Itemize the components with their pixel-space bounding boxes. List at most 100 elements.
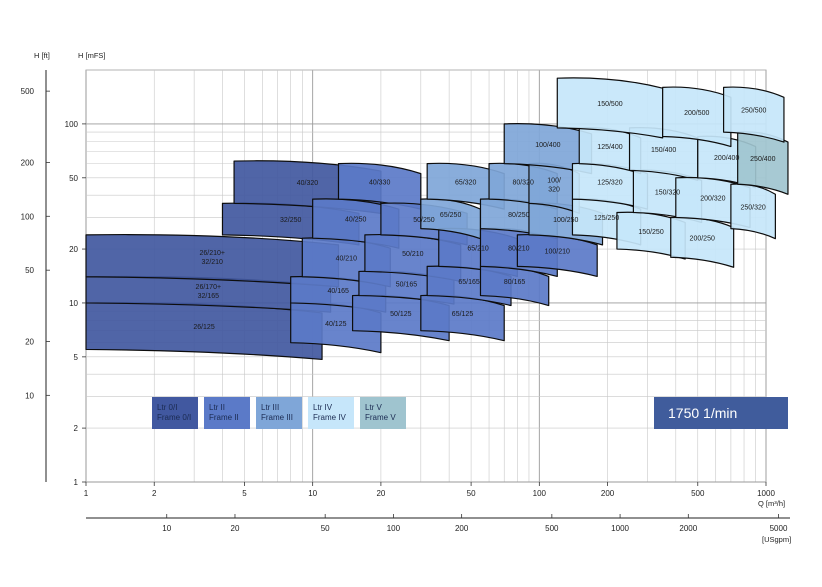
region-label: 250/320	[740, 204, 765, 211]
region-label: 200/500	[684, 110, 709, 117]
region-label: 150/250	[638, 229, 663, 236]
y2-tick-label: 20	[25, 337, 34, 346]
x2-tick-label: 2000	[679, 524, 697, 533]
legend-line1: Ltr III	[261, 403, 279, 412]
axes: 1 2 5 10 20 50 100 200 500 1000 10 20 50 100 200 500 100…	[21, 70, 790, 533]
region-label: 26/125	[193, 324, 215, 331]
region-label: 65/320	[455, 179, 477, 186]
legend: Ltr 0/I Frame 0/I Ltr II Frame II Ltr II…	[152, 397, 406, 429]
region-label: 80/250	[508, 212, 530, 219]
legend-line1: Ltr II	[209, 403, 225, 412]
region-250-500	[722, 86, 785, 143]
region-label: 32/250	[280, 217, 302, 224]
y-tick-label: 50	[69, 174, 78, 183]
region-label: 80/320	[512, 179, 534, 186]
y-axis-title: H [mFS]	[78, 51, 106, 60]
y-tick-label: 10	[69, 299, 78, 308]
legend-line1: Ltr V	[365, 403, 383, 412]
region-label: 40/165	[327, 288, 349, 295]
legend-item-frame-5: Ltr V Frame V	[360, 397, 406, 429]
x2-tick-label: 5000	[770, 524, 788, 533]
legend-line1: Ltr 0/I	[157, 403, 177, 412]
speed-label: 1750 1/min	[668, 405, 737, 421]
region-label: 65/210	[467, 246, 489, 253]
region-label: 50/125	[390, 311, 412, 318]
x2-tick-label: 100	[387, 524, 401, 533]
region-label: 65/250	[440, 212, 462, 219]
region-label: 125/320	[597, 179, 622, 186]
x2-axis-title: [USgpm]	[762, 535, 791, 544]
region-label: 50/250	[413, 217, 435, 224]
region-label: 40/330	[369, 179, 391, 186]
legend-line1: Ltr IV	[313, 403, 333, 412]
region-label: 50/210	[402, 251, 424, 258]
y2-tick-label: 200	[21, 158, 35, 167]
region-200-500	[662, 86, 732, 148]
y2-tick-label: 100	[21, 212, 35, 221]
x-tick-label: 2	[152, 489, 157, 498]
x-tick-label: 10	[308, 489, 317, 498]
region-label: 26/210+ 32/210	[199, 250, 225, 266]
region-label: 150/500	[597, 101, 622, 108]
region-label: 200/400	[714, 155, 739, 162]
region-label: 80/165	[504, 279, 526, 286]
legend-item-frame-2: Ltr II Frame II	[204, 397, 250, 429]
y2-tick-label: 10	[25, 391, 34, 400]
region-label: 50/165	[396, 281, 418, 288]
legend-item-frame-3: Ltr III Frame III	[256, 397, 302, 429]
region-label: 150/320	[655, 189, 680, 196]
x-tick-label: 1000	[757, 489, 775, 498]
x-tick-label: 200	[601, 489, 615, 498]
region-label: 40/320	[297, 180, 319, 187]
y2-tick-label: 500	[21, 87, 35, 96]
region-label: 100/210	[545, 249, 570, 256]
x2-tick-label: 10	[162, 524, 171, 533]
y-tick-label: 1	[74, 478, 79, 487]
region-label: 200/320	[700, 196, 725, 203]
region-label: 65/165	[458, 279, 480, 286]
y2-tick-label: 50	[25, 266, 34, 275]
region-150-500	[556, 77, 664, 139]
pump-regions: 26/125 26/170+ 32/165 26/210+ 32/210 32/250 40…	[85, 77, 789, 361]
legend-item-frame-0: Ltr 0/I Frame 0/I	[152, 397, 198, 429]
region-label: 100/250	[553, 217, 578, 224]
legend-line2: Frame II	[209, 413, 239, 422]
region-label: 250/500	[741, 108, 766, 115]
region-label: 100/320	[547, 177, 561, 193]
x2-tick-label: 200	[455, 524, 469, 533]
speed-badge: 1750 1/min	[654, 397, 788, 429]
region-label: 65/125	[452, 311, 474, 318]
region-label: 150/400	[651, 147, 676, 154]
x2-tick-label: 500	[545, 524, 559, 533]
region-label: 40/210	[336, 255, 358, 262]
region-label: 100/400	[535, 142, 560, 149]
legend-line2: Frame 0/I	[157, 413, 191, 422]
x-tick-label: 5	[242, 489, 247, 498]
legend-item-frame-4: Ltr IV Frame IV	[308, 397, 354, 429]
y-tick-label: 2	[74, 424, 79, 433]
legend-line2: Frame IV	[313, 413, 347, 422]
region-label: 80/210	[508, 246, 530, 253]
x-tick-label: 1	[84, 489, 89, 498]
legend-line2: Frame V	[365, 413, 396, 422]
legend-line2: Frame III	[261, 413, 293, 422]
x2-tick-label: 50	[321, 524, 330, 533]
y2-axis-title: H [ft]	[34, 51, 50, 60]
region-label: 40/125	[325, 321, 347, 328]
x-tick-label: 500	[691, 489, 705, 498]
x-tick-label: 20	[376, 489, 385, 498]
y-tick-label: 100	[65, 120, 79, 129]
region-label: 26/170+ 32/165	[196, 284, 222, 300]
x-axis-title: Q [m³/h]	[758, 499, 785, 508]
x-tick-label: 100	[533, 489, 547, 498]
x2-tick-label: 20	[231, 524, 240, 533]
region-label: 40/250	[345, 217, 367, 224]
region-label: 125/400	[597, 144, 622, 151]
region-label: 125/250	[594, 215, 619, 222]
region-label: 250/400	[750, 156, 775, 163]
y-tick-label: 5	[74, 353, 79, 362]
x2-tick-label: 1000	[611, 524, 629, 533]
region-label: 200/250	[690, 235, 715, 242]
y-tick-label: 20	[69, 245, 78, 254]
